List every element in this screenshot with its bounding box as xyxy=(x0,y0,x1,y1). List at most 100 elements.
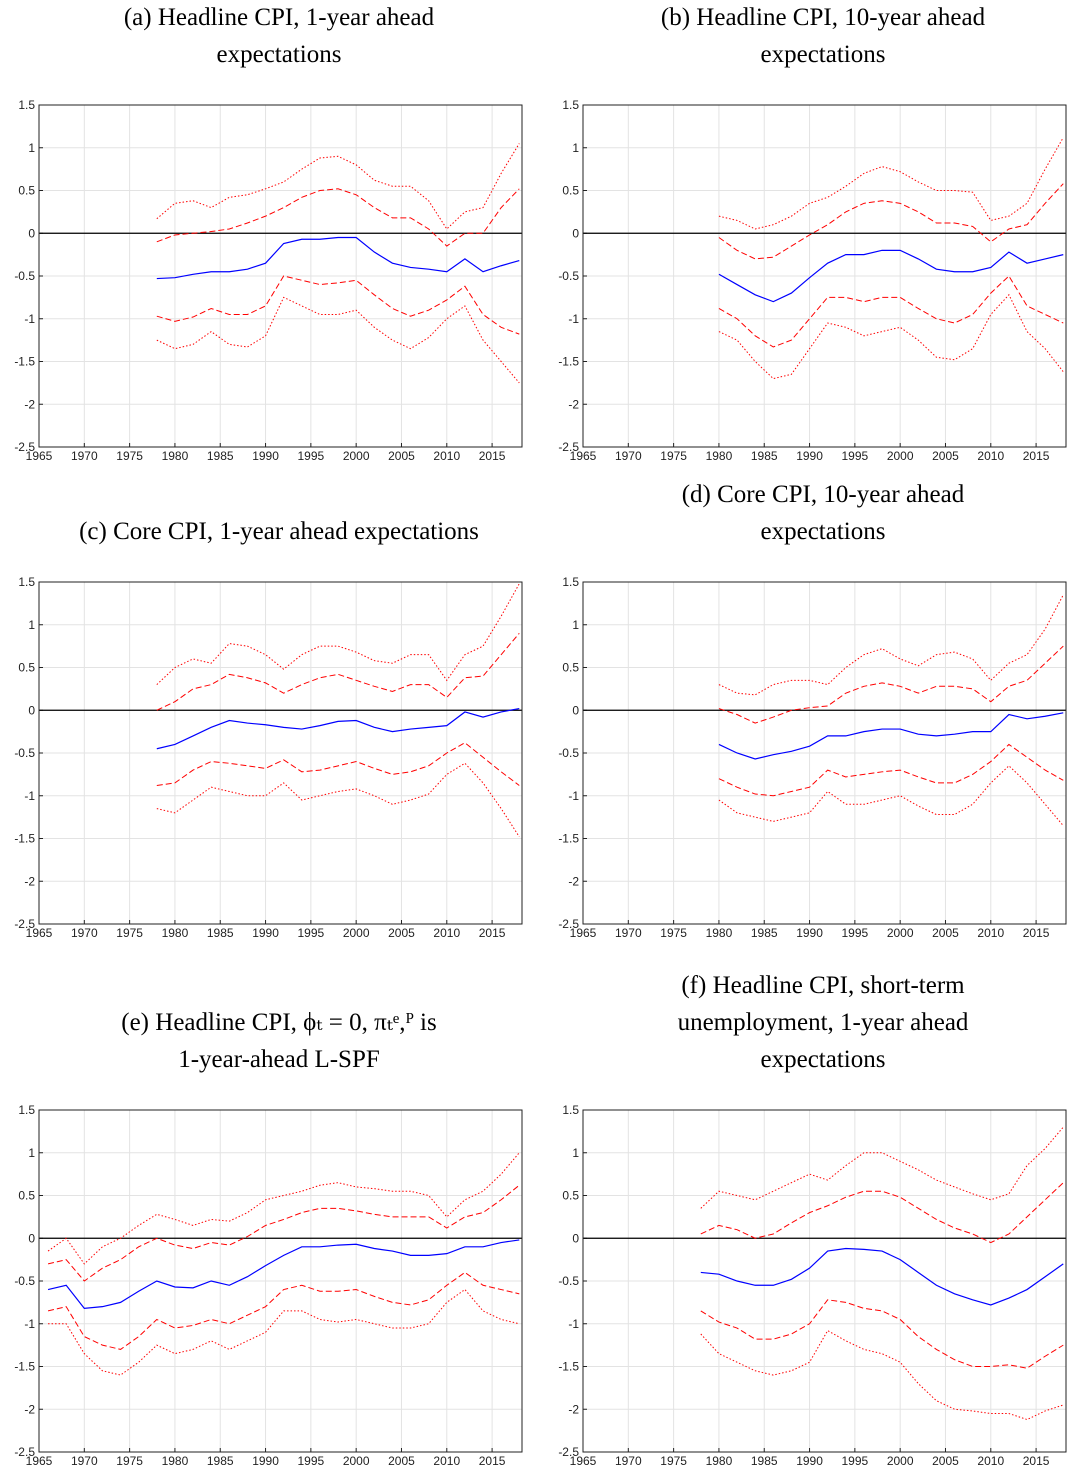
y-tick-label: -1 xyxy=(568,312,579,326)
y-tick-label: -1.5 xyxy=(558,355,579,369)
y-tick-label: 1.5 xyxy=(18,1103,35,1117)
y-tick-label: 1.5 xyxy=(18,575,35,589)
x-tick-label: 1990 xyxy=(252,926,279,940)
x-tick-label: 1975 xyxy=(116,926,143,940)
series-line xyxy=(156,707,520,750)
series-line xyxy=(47,1271,520,1350)
x-tick-label: 1995 xyxy=(298,926,325,940)
x-tick-label: 2005 xyxy=(932,449,959,463)
y-tick-label: 1 xyxy=(28,618,35,632)
series-line xyxy=(700,1329,1064,1421)
series-line xyxy=(700,1182,1064,1244)
x-tick-label: 1995 xyxy=(842,449,869,463)
series-line xyxy=(156,236,520,280)
x-tick-label: 1980 xyxy=(162,926,189,940)
y-tick-label: 1 xyxy=(572,141,579,155)
panel: (c) Core CPI, 1-year ahead expectations -… xyxy=(14,518,523,940)
y-tick-label: -1.5 xyxy=(558,832,579,846)
x-tick-label: 1990 xyxy=(796,449,823,463)
y-tick-label: -2 xyxy=(568,874,579,888)
y-tick-label: -2 xyxy=(24,1402,35,1416)
series-line xyxy=(156,275,520,335)
x-tick-label: 1995 xyxy=(842,1454,869,1468)
x-tick-label: 1965 xyxy=(570,1454,597,1468)
y-tick-label: 0.5 xyxy=(18,1189,35,1203)
x-tick-label: 1980 xyxy=(706,926,733,940)
x-tick-label: 1985 xyxy=(751,1454,778,1468)
series-line xyxy=(718,594,1064,696)
x-tick-label: 1975 xyxy=(660,449,687,463)
y-tick-label: 1.5 xyxy=(562,575,579,589)
x-tick-label: 1980 xyxy=(706,1454,733,1468)
y-tick-label: 0.5 xyxy=(18,661,35,675)
y-tick-label: -2.5 xyxy=(14,1445,35,1459)
y-tick-label: 0 xyxy=(572,703,579,717)
x-tick-label: 2000 xyxy=(343,449,370,463)
y-tick-label: 1.5 xyxy=(562,1103,579,1117)
series-line xyxy=(718,765,1064,826)
y-tick-label: -1.5 xyxy=(14,355,35,369)
y-tick-label: 1 xyxy=(28,1146,35,1160)
x-tick-label: 1990 xyxy=(252,1454,279,1468)
x-tick-label: 1965 xyxy=(570,449,597,463)
panel: (d) Core CPI, 10-year ahead expectations -… xyxy=(558,481,1067,940)
series-line xyxy=(47,1152,520,1265)
series-line xyxy=(156,188,520,247)
x-tick-label: 2015 xyxy=(479,926,506,940)
x-tick-label: 1975 xyxy=(116,449,143,463)
plot-frame xyxy=(582,1109,1067,1453)
x-tick-label: 1985 xyxy=(207,1454,234,1468)
y-tick-label: 0.5 xyxy=(562,1189,579,1203)
x-tick-label: 1970 xyxy=(71,1454,98,1468)
x-tick-label: 2005 xyxy=(388,449,415,463)
panel-title: unemployment, 1-year ahead xyxy=(678,1009,969,1036)
panel: (f) Headline CPI, short-term unemployment… xyxy=(558,972,1067,1468)
plot-frame xyxy=(38,104,523,448)
series-line xyxy=(156,742,520,786)
series-line xyxy=(718,293,1064,380)
y-tick-label: -2 xyxy=(24,874,35,888)
y-tick-label: 1 xyxy=(572,618,579,632)
x-tick-label: 2010 xyxy=(433,926,460,940)
series-line xyxy=(718,645,1064,724)
panel-title: expectations xyxy=(761,41,886,68)
panel-title: (b) Headline CPI, 10-year ahead xyxy=(661,4,986,31)
series-line xyxy=(718,137,1064,230)
x-tick-label: 2000 xyxy=(343,1454,370,1468)
y-tick-label: -1 xyxy=(24,1317,35,1331)
series-line xyxy=(47,1184,520,1282)
series-line xyxy=(156,762,520,838)
y-tick-label: 1 xyxy=(572,1146,579,1160)
x-tick-label: 1965 xyxy=(26,449,53,463)
y-tick-label: -1.5 xyxy=(14,1360,35,1374)
y-tick-label: -2 xyxy=(568,1402,579,1416)
y-tick-label: -1.5 xyxy=(558,1360,579,1374)
x-tick-label: 2005 xyxy=(932,926,959,940)
x-tick-label: 1980 xyxy=(162,1454,189,1468)
series-line xyxy=(700,1126,1064,1209)
panel-title: expectations xyxy=(761,518,886,545)
plot-frame xyxy=(38,581,523,925)
x-tick-label: 1965 xyxy=(26,1454,53,1468)
y-tick-label: -0.5 xyxy=(558,1274,579,1288)
x-tick-label: 1985 xyxy=(751,449,778,463)
y-tick-label: -2 xyxy=(568,397,579,411)
x-tick-label: 2015 xyxy=(479,1454,506,1468)
plot-frame xyxy=(582,581,1067,925)
x-tick-label: 1970 xyxy=(615,1454,642,1468)
x-tick-label: 1970 xyxy=(615,926,642,940)
series-line xyxy=(718,183,1064,260)
x-tick-label: 1965 xyxy=(26,926,53,940)
y-tick-label: 0.5 xyxy=(562,184,579,198)
x-tick-label: 2000 xyxy=(887,926,914,940)
x-tick-label: 2010 xyxy=(433,449,460,463)
y-tick-label: -0.5 xyxy=(14,269,35,283)
x-tick-label: 2010 xyxy=(433,1454,460,1468)
x-tick-label: 1985 xyxy=(207,449,234,463)
y-tick-label: 0 xyxy=(28,226,35,240)
x-tick-label: 1975 xyxy=(660,926,687,940)
x-tick-label: 1975 xyxy=(116,1454,143,1468)
y-tick-label: -2.5 xyxy=(558,440,579,454)
x-tick-label: 2015 xyxy=(1023,449,1050,463)
x-tick-label: 2015 xyxy=(1023,1454,1050,1468)
